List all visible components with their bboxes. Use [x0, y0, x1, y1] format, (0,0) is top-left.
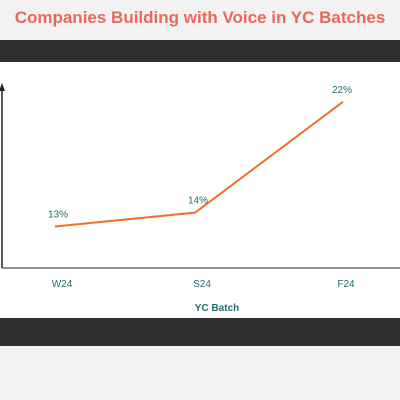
y-axis-arrow	[0, 83, 5, 91]
x-tick-label: W24	[52, 279, 73, 290]
data-label: 14%	[188, 196, 208, 207]
data-label: 13%	[48, 209, 68, 220]
chart-title: Companies Building with Voice in YC Batc…	[14, 8, 386, 27]
series-line	[54, 101, 344, 228]
x-axis-label: YC Batch	[195, 303, 239, 314]
chart-panel	[0, 62, 400, 318]
x-tick-label: F24	[337, 279, 355, 290]
data-label: 22%	[332, 85, 352, 96]
header-band	[0, 40, 400, 62]
footer-band	[0, 318, 400, 346]
x-tick-label: S24	[193, 279, 211, 290]
